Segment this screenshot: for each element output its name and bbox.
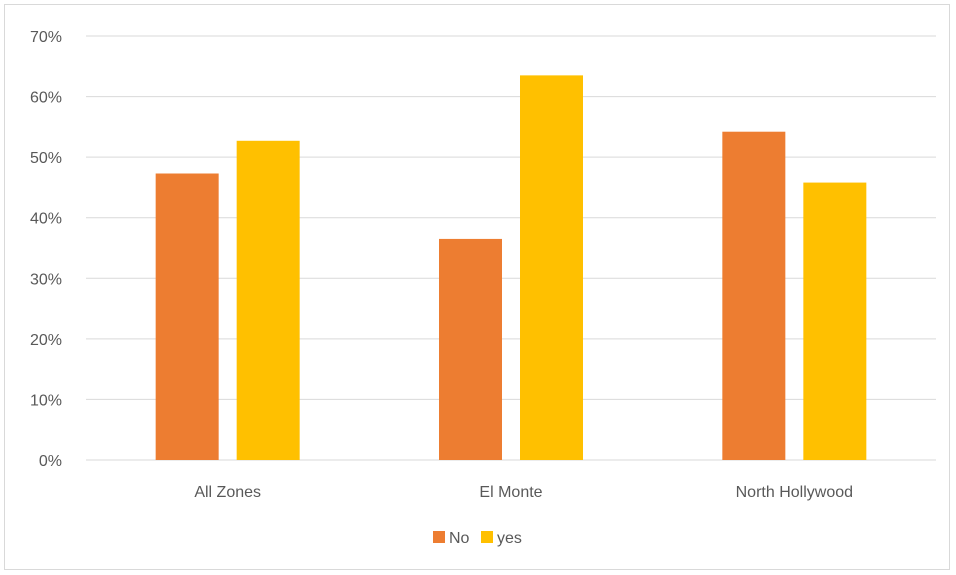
y-tick-label: 40%: [30, 211, 62, 228]
bar-yes-0: [236, 140, 300, 460]
x-category-label: El Monte: [479, 484, 542, 501]
y-tick-label: 50%: [30, 150, 62, 167]
y-tick-label: 20%: [30, 332, 62, 349]
bar-no-1: [439, 238, 502, 460]
legend-label-yes: yes: [497, 530, 522, 547]
x-axis-category-labels: All Zones El Monte North Hollywood: [194, 484, 853, 501]
y-tick-label: 70%: [30, 29, 62, 46]
bar-no-0: [155, 173, 219, 461]
y-tick-label: 30%: [30, 271, 62, 288]
x-category-label: North Hollywood: [736, 484, 853, 501]
y-tick-label: 60%: [30, 90, 62, 107]
bar-yes-2: [803, 182, 867, 460]
legend-label-no: No: [449, 530, 470, 547]
bar-no-2: [722, 131, 786, 460]
x-category-label: All Zones: [194, 484, 261, 501]
y-tick-label: 10%: [30, 392, 62, 409]
legend-swatch-yes: [481, 531, 493, 543]
y-axis-tick-labels: 0% 10% 20% 30% 40% 50% 60% 70%: [30, 29, 62, 470]
legend-swatch-no: [433, 531, 445, 543]
y-tick-label: 0%: [39, 453, 62, 470]
bar-yes-1: [520, 75, 583, 460]
legend: No yes: [433, 530, 522, 547]
bars: [155, 75, 867, 461]
gridlines: [86, 35, 936, 461]
